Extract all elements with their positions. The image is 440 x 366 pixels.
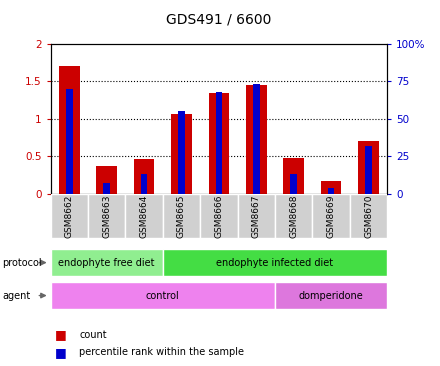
Bar <box>163 194 200 238</box>
Bar <box>321 181 341 194</box>
Bar <box>312 194 350 238</box>
Bar <box>209 93 229 194</box>
Bar <box>283 158 304 194</box>
Text: endophyte infected diet: endophyte infected diet <box>216 258 334 268</box>
Bar <box>88 194 125 238</box>
Bar <box>125 194 163 238</box>
Bar <box>171 114 192 194</box>
Bar <box>246 85 267 194</box>
Text: domperidone: domperidone <box>299 291 363 300</box>
Text: ■: ■ <box>55 346 67 359</box>
Bar <box>358 141 379 194</box>
Text: protocol: protocol <box>2 258 42 268</box>
Text: control: control <box>146 291 180 300</box>
Text: GSM8665: GSM8665 <box>177 194 186 238</box>
Text: endophyte free diet: endophyte free diet <box>59 258 155 268</box>
Text: GSM8668: GSM8668 <box>289 194 298 238</box>
Bar <box>365 146 372 194</box>
Text: ■: ■ <box>55 328 67 341</box>
Text: GSM8670: GSM8670 <box>364 194 373 238</box>
Bar <box>103 183 110 194</box>
Text: GSM8666: GSM8666 <box>214 194 224 238</box>
Bar <box>134 159 154 194</box>
Bar <box>275 282 387 309</box>
Text: percentile rank within the sample: percentile rank within the sample <box>79 347 244 357</box>
Text: GSM8662: GSM8662 <box>65 194 74 238</box>
Bar <box>275 194 312 238</box>
Bar <box>350 194 387 238</box>
Text: count: count <box>79 330 107 340</box>
Bar <box>141 175 147 194</box>
Bar <box>253 85 260 194</box>
Text: GSM8669: GSM8669 <box>326 194 336 238</box>
Bar <box>290 175 297 194</box>
Bar <box>328 188 334 194</box>
Bar <box>200 194 238 238</box>
Bar <box>96 166 117 194</box>
Text: GSM8663: GSM8663 <box>102 194 111 238</box>
Bar <box>178 111 185 194</box>
Text: GSM8667: GSM8667 <box>252 194 261 238</box>
Bar <box>51 194 88 238</box>
Bar <box>51 282 275 309</box>
Text: agent: agent <box>2 291 30 300</box>
Bar <box>66 89 73 194</box>
Bar <box>51 249 163 276</box>
Bar <box>238 194 275 238</box>
Bar <box>216 92 222 194</box>
Bar <box>59 67 80 194</box>
Text: GSM8664: GSM8664 <box>139 194 149 238</box>
Text: GDS491 / 6600: GDS491 / 6600 <box>166 13 271 27</box>
Bar <box>163 249 387 276</box>
